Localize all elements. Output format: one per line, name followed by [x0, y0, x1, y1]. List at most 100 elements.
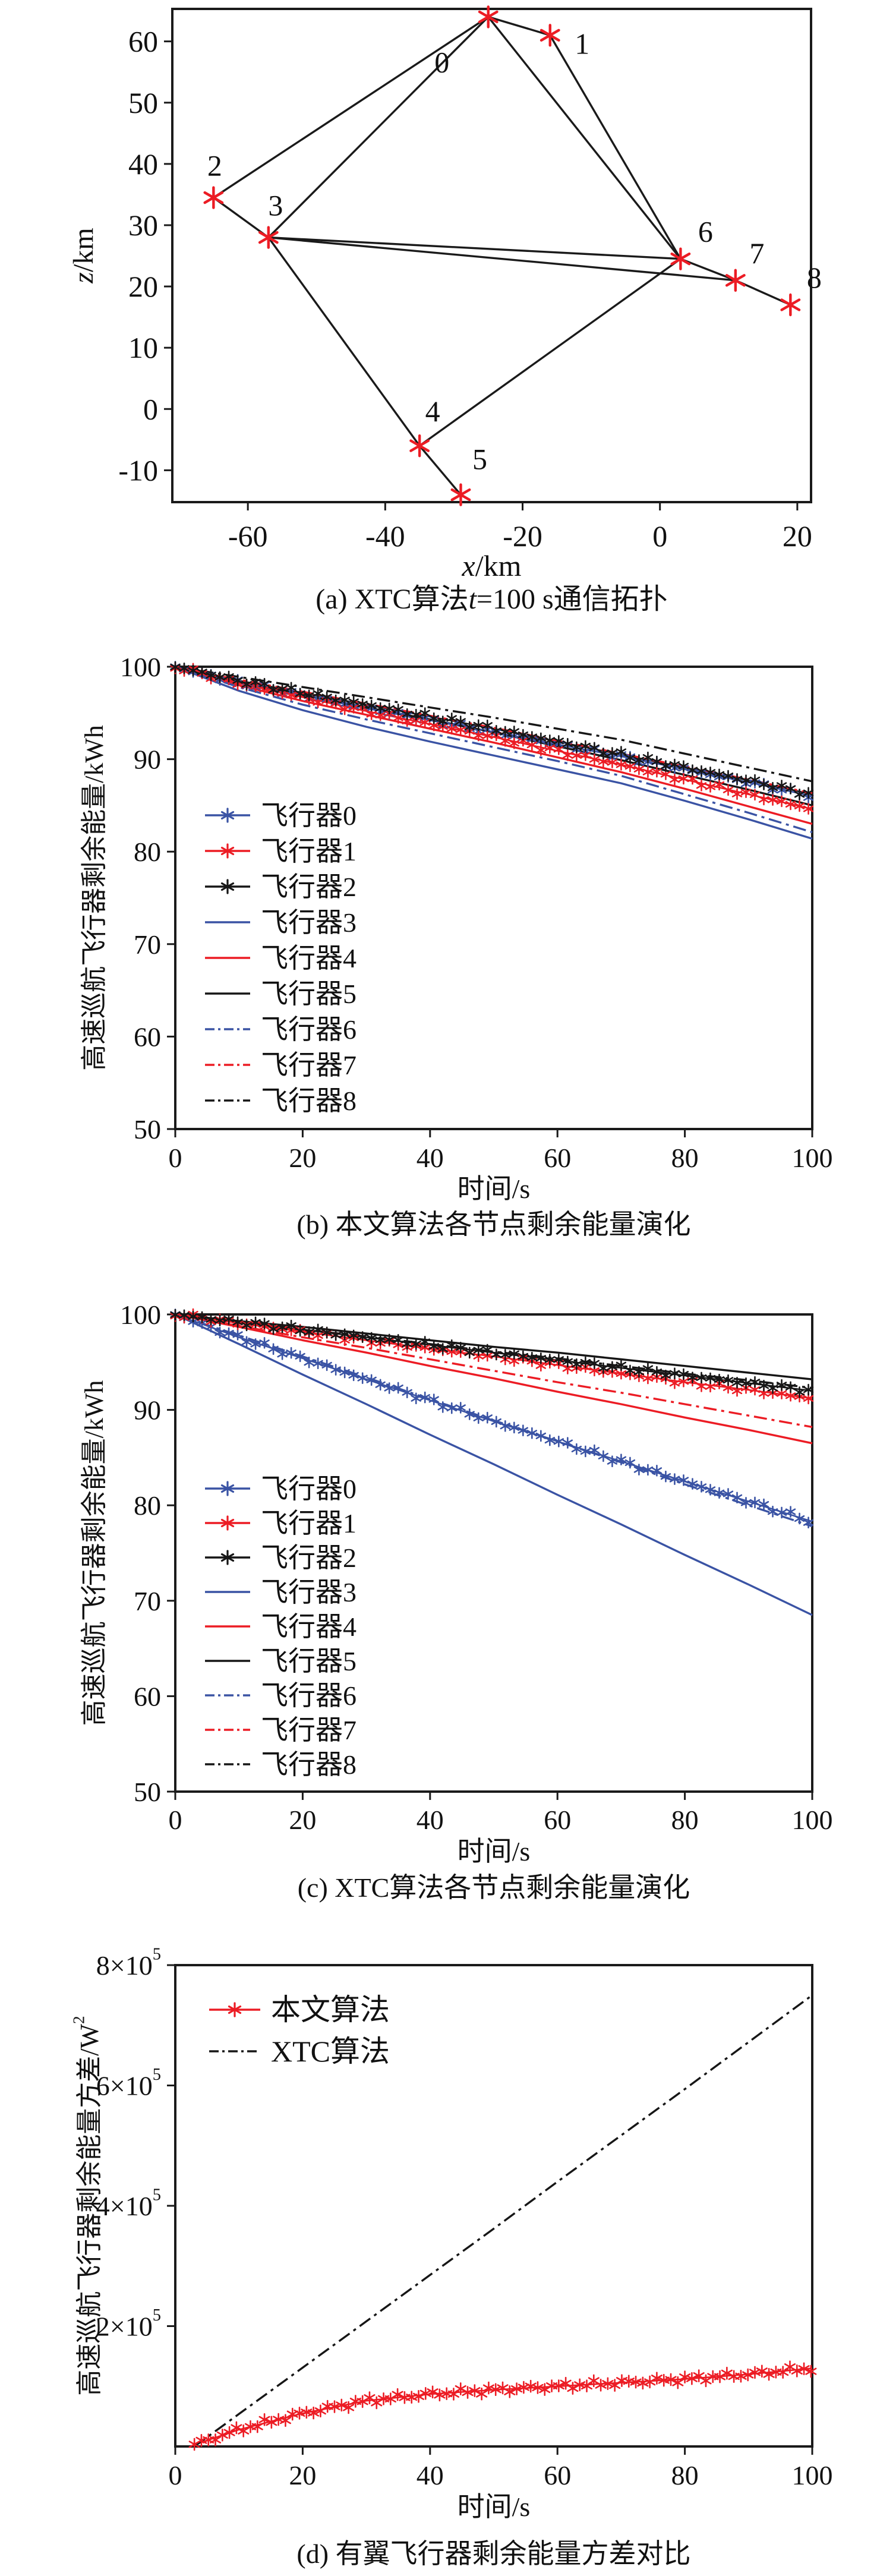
marker-stroke [206, 671, 216, 679]
legend-label: 飞行器8 [261, 1086, 357, 1116]
asterisk-marker [277, 1321, 288, 1333]
asterisk-marker [616, 759, 627, 771]
axis-box [171, 8, 812, 503]
asterisk-marker [567, 2382, 579, 2395]
marker-stroke [482, 1352, 493, 1360]
x-tick-label: 40 [417, 1805, 444, 1835]
asterisk-marker [220, 843, 235, 859]
edge-0-3 [267, 16, 489, 238]
marker-stroke [419, 719, 430, 726]
asterisk-marker [803, 803, 814, 815]
marker-stroke [518, 731, 528, 739]
asterisk-marker [455, 1342, 466, 1354]
marker-stroke [589, 1367, 600, 1374]
x-tick-label: 0 [169, 2460, 182, 2490]
marker-stroke [419, 2389, 431, 2397]
marker-stroke [758, 796, 769, 803]
asterisk-marker [742, 2368, 754, 2382]
marker-stroke [731, 1494, 743, 1501]
x-tick-label: 20 [289, 1805, 316, 1835]
marker-stroke [669, 1380, 680, 1387]
marker-stroke [266, 2419, 277, 2426]
asterisk-marker [678, 760, 689, 773]
marker-stroke [259, 1339, 270, 1347]
asterisk-marker [473, 719, 484, 732]
marker-stroke [343, 2404, 355, 2411]
marker-stroke [678, 762, 689, 770]
marker-stroke [210, 2436, 222, 2443]
marker-stroke [220, 882, 235, 891]
marker-stroke [500, 1423, 510, 1430]
marker-stroke [616, 1456, 627, 1463]
marker-stroke [504, 2388, 516, 2395]
x-axis-title: x/km [462, 549, 522, 582]
marker-stroke [220, 1518, 235, 1528]
asterisk-marker [266, 2416, 277, 2429]
asterisk-marker [216, 2428, 228, 2442]
x-tick-label: 80 [671, 1143, 699, 1173]
marker-stroke [268, 686, 279, 693]
marker-stroke [446, 725, 457, 732]
legend-label: 飞行器4 [261, 943, 357, 973]
asterisk-marker [686, 2372, 698, 2385]
marker-stroke [437, 1404, 448, 1411]
marker-stroke [633, 1466, 645, 1473]
marker-stroke [286, 1350, 296, 1357]
asterisk-marker [375, 1379, 386, 1391]
x-tick-label: 20 [289, 2460, 316, 2490]
asterisk-marker [780, 293, 801, 317]
asterisk-marker [220, 1515, 235, 1531]
marker-stroke [767, 1385, 778, 1392]
marker-stroke [330, 1332, 341, 1339]
y-tick-label: 30 [128, 209, 158, 242]
asterisk-marker [446, 1402, 457, 1414]
marker-stroke [295, 690, 305, 697]
asterisk-marker [535, 732, 546, 745]
y-tick-label: 4×105 [96, 2186, 161, 2221]
marker-stroke [216, 2431, 228, 2439]
legend-label: 飞行器2 [261, 1543, 357, 1573]
asterisk-marker [687, 1478, 698, 1490]
marker-stroke [402, 711, 412, 718]
asterisk-marker [651, 1464, 663, 1477]
asterisk-marker [179, 1309, 190, 1322]
asterisk-marker [411, 1392, 421, 1405]
x-tick-label: 80 [671, 1805, 699, 1835]
asterisk-marker [482, 730, 493, 742]
x-tick-label: 60 [544, 1805, 571, 1835]
marker-stroke [455, 1404, 466, 1411]
marker-stroke [749, 776, 761, 784]
asterisk-marker [188, 1310, 198, 1323]
marker-stroke [402, 717, 412, 725]
asterisk-marker [357, 698, 368, 710]
asterisk-marker [491, 1348, 501, 1361]
marker-stroke [268, 1325, 279, 1333]
marker-stroke [651, 2375, 663, 2382]
marker-stroke [364, 2394, 376, 2402]
asterisk-marker [366, 1332, 377, 1344]
marker-stroke [339, 1369, 350, 1376]
asterisk-marker [364, 2391, 376, 2404]
marker-stroke [633, 756, 645, 764]
marker-stroke [633, 1369, 645, 1376]
asterisk-marker [767, 1382, 778, 1394]
marker-stroke [562, 1365, 573, 1372]
asterisk-marker [339, 694, 350, 706]
legend-label: 飞行器6 [261, 1680, 357, 1711]
asterisk-marker [540, 24, 560, 47]
asterisk-marker [651, 765, 663, 778]
asterisk-marker [482, 719, 493, 732]
marker-stroke [509, 1350, 519, 1357]
series-line-XTC算法 [194, 1994, 813, 2448]
asterisk-marker [214, 671, 225, 683]
asterisk-marker [598, 748, 609, 759]
x-tick-label: 40 [417, 2460, 444, 2490]
asterisk-marker [402, 1386, 412, 1399]
marker-stroke [630, 2378, 642, 2386]
marker-stroke [258, 231, 279, 244]
marker-stroke [794, 1389, 805, 1396]
asterisk-marker [642, 751, 654, 764]
y-tick-label: 80 [134, 1490, 161, 1521]
asterisk-marker [589, 753, 600, 765]
asterisk-marker [357, 1372, 368, 1384]
